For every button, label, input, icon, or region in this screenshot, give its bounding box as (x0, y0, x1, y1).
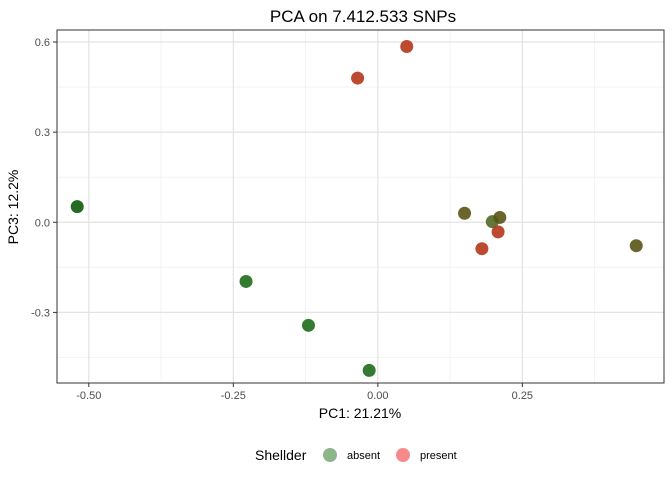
data-point (629, 239, 643, 253)
plot-panel-border (56, 29, 665, 384)
y-tick-label: 0.6 (35, 37, 50, 49)
points-layer (70, 40, 643, 377)
legend: Shellder absent present (255, 447, 457, 463)
data-point (400, 40, 414, 54)
x-axis-title: PC1: 21.21% (319, 405, 402, 421)
data-point (362, 363, 376, 377)
data-point (475, 242, 489, 256)
data-point (491, 225, 505, 239)
legend-title: Shellder (255, 447, 307, 463)
y-tick-label: 0.0 (35, 217, 50, 229)
x-tick-label: 0.25 (512, 390, 533, 402)
x-tick-label: -0.50 (76, 390, 101, 402)
grid (57, 30, 664, 383)
plot-panel-bg (57, 30, 664, 383)
legend-label-absent: absent (347, 450, 380, 462)
chart-title: PCA on 7.412.533 SNPs (270, 7, 456, 26)
legend-key-present (396, 448, 410, 462)
x-tick-label: -0.25 (221, 390, 246, 402)
x-tick-label: 0.00 (367, 390, 388, 402)
legend-key-absent (323, 448, 337, 462)
data-point (70, 200, 84, 214)
y-tick-label: -0.3 (31, 307, 50, 319)
x-axis-ticks: -0.50 -0.25 0.00 0.25 (76, 383, 533, 402)
data-point (239, 274, 253, 288)
y-tick-label: 0.3 (35, 127, 50, 139)
y-axis-title: PC3: 12.2% (5, 170, 21, 245)
y-axis-ticks: -0.3 0.0 0.3 0.6 (31, 37, 57, 319)
data-point (301, 318, 315, 332)
data-point (351, 71, 365, 85)
legend-label-present: present (420, 450, 457, 462)
data-point (493, 210, 507, 224)
data-point (458, 206, 472, 220)
